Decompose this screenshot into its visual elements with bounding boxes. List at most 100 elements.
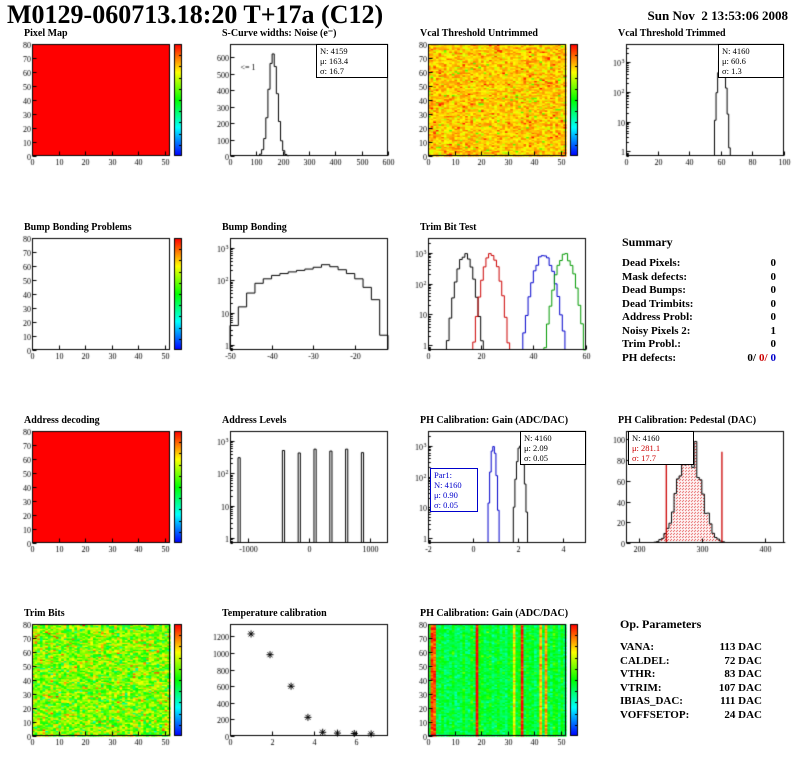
op-row: VTRIM: 107 DAC (620, 682, 762, 696)
summary-value: 0 (770, 297, 777, 310)
summary-label: Trim Probl.: (622, 338, 681, 350)
pixel-map-title: Pixel Map (24, 28, 68, 39)
op-label: IBIAS_DAC: (620, 695, 683, 707)
trim-bits-canvas (4, 619, 200, 751)
temperature-calibration-title: Temperature calibration (222, 608, 327, 619)
op-value: 107 DAC (718, 681, 762, 694)
panel-address-decoding: Address decoding (4, 414, 200, 602)
summary-row: Dead Trimbits: 0 (622, 298, 776, 312)
panel-bump-bonding-problems: Bump Bonding Problems (4, 221, 200, 409)
address-decoding-canvas (4, 426, 200, 558)
stat-sigma: σ: 17.7 (632, 453, 656, 463)
summary-label: Address Probl: (622, 311, 693, 323)
summary-row: Address Probl: 0 (622, 311, 776, 325)
op-row: IBIAS_DAC: 111 DAC (620, 695, 762, 709)
summary-value: 0 (770, 284, 777, 296)
op-label: VTHR: (620, 668, 656, 680)
summary-row-ph-defects: PH defects: 0/0/0 (622, 352, 776, 366)
panel-scurve-noise: S-Curve widths: Noise (e⁻) N: 4159 μ: 16… (202, 27, 398, 215)
panel-vcal-untrimmed: Vcal Threshold Untrimmed (400, 27, 596, 215)
summary-rows: Dead Pixels: 0 Mask defects: 0 Dead Bumps:… (622, 257, 776, 365)
vcal-untrimmed-title: Vcal Threshold Untrimmed (420, 28, 538, 39)
summary-ph-values: 0/0/0 (744, 352, 776, 366)
summary-label: PH defects: (622, 351, 677, 364)
stat-mean: μ: 281.1 (632, 443, 661, 453)
op-row: VANA: 113 DAC (620, 641, 762, 655)
summary-title: Summary (622, 235, 673, 249)
panel-pixel-map: Pixel Map (4, 27, 200, 215)
panel-op-parameters: Op. Parameters VANA: 113 DAC CALDEL: 72 DA… (598, 607, 794, 772)
ph-defects-value: 0 (770, 351, 777, 364)
stat-entries: N: 4160 (722, 46, 750, 56)
summary-row: Trim Probl.: 0 (622, 338, 776, 352)
vcal-trimmed-stats-box: N: 4160 μ: 60.6 σ: 1.3 (718, 44, 784, 78)
panel-temperature-calibration: Temperature calibration (202, 607, 398, 772)
summary-label: Dead Trimbits: (622, 297, 694, 310)
panel-ph-gain-hist: PH Calibration: Gain (ADC/DAC) N: 4160 μ… (400, 414, 596, 602)
op-parameters-rows: VANA: 113 DAC CALDEL: 72 DAC VTHR: 83 DAC V… (620, 641, 762, 722)
bump-bonding-canvas (202, 233, 398, 365)
panel-ph-pedestal: PH Calibration: Pedestal (DAC) N: 4160 μ… (598, 414, 794, 602)
op-value: 113 DAC (719, 641, 762, 653)
ph-gain-stats-box: N: 4160 μ: 2.09 σ: 0.05 (520, 431, 586, 465)
panel-trim-bits: Trim Bits (4, 607, 200, 772)
op-label: VOFFSETOP: (620, 708, 690, 721)
stat-entries: N: 4159 (320, 46, 348, 56)
panel-summary: Summary Dead Pixels: 0 Mask defects: 0 Dea… (598, 221, 794, 409)
op-value: 83 DAC (724, 668, 762, 680)
trim-bit-test-title: Trim Bit Test (420, 222, 477, 233)
vcal-trimmed-title: Vcal Threshold Trimmed (618, 28, 726, 39)
stat-sigma: σ: 1.3 (722, 66, 742, 76)
trim-bit-test-canvas (400, 233, 596, 365)
bump-bonding-title: Bump Bonding (222, 222, 287, 233)
summary-value: 1 (770, 324, 777, 337)
stat-mean: μ: 2.09 (524, 443, 548, 453)
op-label: VTRIM: (620, 681, 662, 694)
panel-bump-bonding: Bump Bonding (202, 221, 398, 409)
op-row: VOFFSETOP: 24 DAC (620, 709, 762, 723)
stat-par1-sigma: σ: 0.05 (434, 500, 458, 510)
ph-gain-par1-stats-box: Par1: N: 4160 μ: 0.90 σ: 0.05 (430, 468, 478, 512)
stat-par1-mean: μ: 0.90 (434, 490, 458, 500)
ph-gain-map-title: PH Calibration: Gain (ADC/DAC) (420, 608, 569, 619)
vcal-untrimmed-canvas (400, 39, 596, 171)
op-value: 72 DAC (724, 654, 762, 667)
summary-value: 0 (770, 270, 777, 283)
ph-defects-value: 0/ (747, 351, 756, 364)
temperature-calibration-canvas (202, 619, 398, 751)
ph-defects-value: 0/ (758, 351, 768, 364)
op-value: 111 DAC (720, 695, 762, 707)
op-label: CALDEL: (620, 654, 670, 667)
summary-label: Dead Bumps: (622, 284, 686, 296)
stat-mean: μ: 163.4 (320, 56, 349, 66)
ph-gain-hist-title: PH Calibration: Gain (ADC/DAC) (420, 415, 569, 426)
summary-row: Mask defects: 0 (622, 271, 776, 285)
trim-bits-title: Trim Bits (24, 608, 65, 619)
address-levels-title: Address Levels (222, 415, 287, 426)
summary-label: Mask defects: (622, 270, 688, 283)
scurve-stats-box: N: 4159 μ: 163.4 σ: 16.7 (316, 44, 388, 78)
summary-row: Noisy Pixels 2: 1 (622, 325, 776, 339)
summary-label: Noisy Pixels 2: (622, 324, 691, 337)
op-parameters-title: Op. Parameters (620, 617, 702, 631)
stat-entries: N: 4160 (632, 433, 660, 443)
timestamp: Sun Nov 2 13:53:06 2008 (647, 8, 789, 23)
summary-value: 0 (770, 311, 777, 323)
panel-vcal-trimmed: Vcal Threshold Trimmed N: 4160 μ: 60.6 σ… (598, 27, 794, 215)
summary-label: Dead Pixels: (622, 257, 681, 269)
address-levels-canvas (202, 426, 398, 558)
bump-bonding-problems-canvas (4, 233, 200, 365)
ph-gain-map-canvas (400, 619, 596, 751)
scurve-noise-title: S-Curve widths: Noise (e⁻) (222, 28, 337, 39)
summary-value: 0 (770, 338, 777, 350)
stat-mean: μ: 60.6 (722, 56, 746, 66)
ph-pedestal-stats-box: N: 4160 μ: 281.1 σ: 17.7 (628, 431, 694, 465)
op-row: CALDEL: 72 DAC (620, 655, 762, 669)
op-row: VTHR: 83 DAC (620, 668, 762, 682)
stat-entries: N: 4160 (524, 433, 552, 443)
panel-ph-gain-map: PH Calibration: Gain (ADC/DAC) (400, 607, 596, 772)
summary-row: Dead Pixels: 0 (622, 257, 776, 271)
address-decoding-title: Address decoding (24, 415, 100, 426)
stat-sigma: σ: 0.05 (524, 453, 548, 463)
bump-bonding-problems-title: Bump Bonding Problems (24, 222, 132, 233)
